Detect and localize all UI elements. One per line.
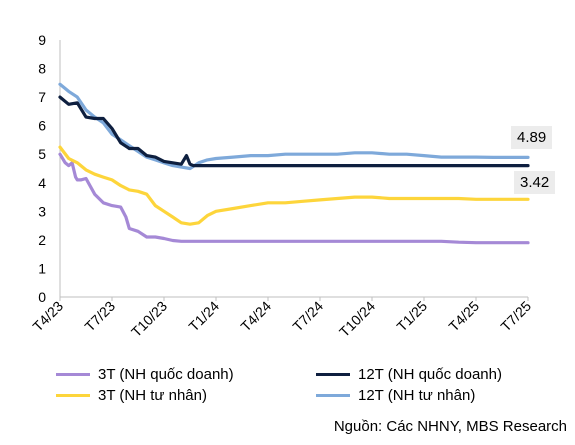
y-tick-label: 8 [38, 61, 46, 77]
y-tick-label: 7 [38, 89, 46, 105]
x-tick-label: T10/23 [128, 298, 170, 340]
plot-area: 0 1 2 3 4 5 6 7 8 9 T4/23 T7/23 T10/23 T1/24 T4/24 T7/2… [29, 32, 534, 340]
x-tick-label: T4/24 [237, 298, 274, 335]
series-line-3t-quoc-doanh [58, 152, 530, 245]
y-tick-label: 5 [38, 146, 46, 162]
series-line-3t-tu-nhan [58, 145, 530, 226]
series-line-12t-quoc-doanh [58, 95, 530, 168]
y-tick-label: 3 [38, 203, 46, 219]
y-tick-label: 4 [38, 175, 46, 191]
x-tick-label: T7/23 [81, 298, 118, 335]
annotation-12t-tn-last: 4.89 [511, 126, 553, 149]
y-tick-label: 1 [38, 260, 46, 276]
annotation-3t-tn-last: 3.42 [514, 171, 556, 194]
x-tick-label: T1/25 [393, 298, 430, 335]
y-tick-label: 9 [38, 32, 46, 48]
y-tick-label: 6 [38, 118, 46, 134]
x-tick-label: T7/25 [497, 298, 534, 335]
y-tick-label: 0 [38, 289, 46, 305]
x-tick-label: T7/24 [289, 298, 326, 335]
x-tick-label: T4/23 [29, 298, 66, 335]
x-tick-label: T4/25 [445, 298, 482, 335]
series-line-12t-tu-nhan [58, 82, 530, 171]
x-tick-label: T10/24 [336, 298, 378, 340]
x-tick-label: T1/24 [185, 298, 222, 335]
y-tick-label: 2 [38, 232, 46, 248]
source-note: Nguồn: Các NHNY, MBS Research [333, 418, 567, 435]
